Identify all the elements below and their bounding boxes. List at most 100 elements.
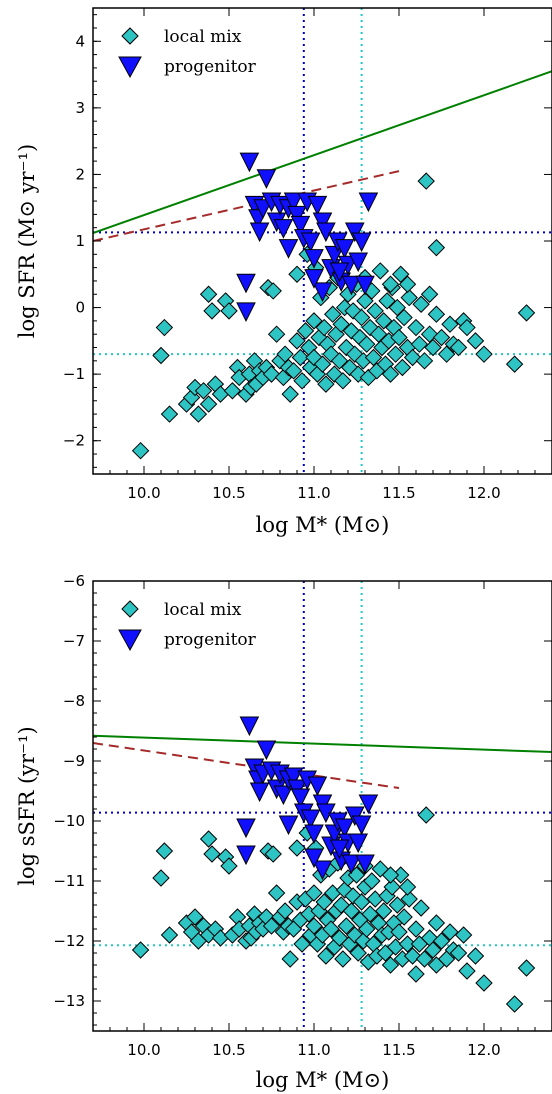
progenitor-point (341, 854, 362, 875)
legend-marker-local-mix (121, 27, 139, 45)
y-tick-label: −7 (63, 632, 85, 650)
progenitor-point (273, 785, 294, 806)
progenitor-point (273, 219, 294, 239)
local-mix-point (383, 878, 401, 896)
local-mix-point (220, 857, 238, 875)
local-mix-point (378, 292, 396, 310)
local-mix-point (437, 345, 456, 363)
plot-frame (92, 7, 552, 475)
local-mix-point (417, 172, 435, 190)
y-tick-label: 4 (75, 32, 85, 50)
local-mix-point (293, 935, 311, 953)
y-tick-label: −10 (53, 812, 85, 830)
local-mix-point (288, 265, 306, 283)
progenitor-point (290, 788, 311, 809)
local-mix-point (427, 305, 446, 323)
local-mix-point (199, 285, 218, 303)
x-tick-label: 12.0 (467, 1041, 500, 1059)
progenitor-point (334, 818, 355, 839)
x-tick-label: 11.5 (382, 484, 415, 502)
local-mix-point (427, 956, 446, 974)
progenitor-point (351, 815, 372, 836)
plot-area (93, 581, 552, 1031)
progenitor-point (355, 854, 375, 875)
local-mix-point (449, 338, 468, 357)
local-mix-point (400, 288, 418, 307)
local-mix-point (152, 869, 170, 887)
progenitor-point (287, 205, 307, 226)
local-mix-point (390, 328, 408, 347)
dashed-relation-line (93, 170, 400, 242)
progenitor-point (300, 809, 321, 830)
local-mix-point (342, 902, 361, 920)
x-tick-label: 10.0 (127, 1041, 160, 1059)
progenitor-point (249, 782, 270, 803)
progenitor-point (312, 282, 333, 303)
progenitor-point (304, 824, 324, 845)
progenitor-point (236, 273, 256, 294)
local-mix-point (432, 932, 451, 950)
local-mix-point (403, 947, 422, 965)
progenitor-point (329, 262, 350, 283)
progenitor-point (341, 275, 362, 296)
local-mix-point (432, 328, 451, 347)
local-mix-point (388, 298, 407, 317)
local-mix-point (407, 318, 425, 337)
progenitor-point (351, 232, 372, 253)
local-mix-point (186, 908, 204, 926)
local-mix-point (293, 372, 311, 390)
local-mix-point (267, 884, 286, 902)
main-sequence-line (93, 70, 552, 234)
local-mix-point (322, 920, 340, 938)
progenitor-point (249, 222, 270, 243)
local-mix-point (349, 944, 367, 962)
y-tick-label: −13 (53, 992, 85, 1010)
progenitor-point (348, 833, 369, 854)
progenitor-point (358, 192, 379, 213)
local-mix-point (454, 926, 473, 944)
local-mix-point (203, 302, 221, 320)
local-mix-point (398, 878, 417, 896)
local-mix-point (371, 262, 390, 280)
local-mix-point (412, 295, 430, 313)
local-mix-point (305, 312, 323, 330)
local-mix-point (410, 335, 429, 353)
local-mix-point (337, 917, 356, 935)
local-mix-point (395, 908, 413, 926)
progenitor-point (253, 199, 273, 219)
y-tick-label: −8 (63, 692, 85, 710)
local-mix-point (189, 405, 208, 423)
local-mix-point (288, 332, 306, 350)
local-mix-point (352, 308, 371, 327)
progenitor-point (312, 212, 333, 233)
local-mix-point (466, 332, 485, 350)
local-mix-point (315, 318, 333, 337)
local-mix-point (441, 315, 459, 333)
local-mix-point (291, 348, 310, 367)
local-mix-point (424, 338, 442, 357)
local-mix-point (381, 275, 400, 293)
local-mix-point (313, 355, 332, 373)
y-tick-label: 3 (75, 99, 85, 117)
x-tick-label: 10.5 (212, 1041, 245, 1059)
local-mix-point (398, 935, 417, 953)
local-mix-point (281, 385, 299, 403)
x-tick-label: 11.0 (297, 484, 330, 502)
y-axis-label: log sSFR (yr⁻¹) (15, 726, 39, 886)
local-mix-point (449, 944, 468, 962)
local-mix-point (296, 322, 315, 340)
progenitor-point (300, 232, 321, 253)
y-tick-label: 0 (75, 299, 85, 317)
local-mix-point (390, 923, 408, 941)
local-mix-point (393, 358, 412, 377)
local-mix-point (199, 830, 218, 848)
local-mix-point (317, 947, 335, 965)
progenitor-point (256, 740, 277, 761)
local-mix-point (381, 956, 400, 974)
progenitor-point (324, 245, 345, 266)
local-mix-point (386, 345, 405, 363)
local-mix-point (374, 902, 393, 920)
local-mix-point (424, 941, 442, 959)
progenitor-point (344, 222, 365, 243)
local-mix-point (281, 950, 299, 968)
